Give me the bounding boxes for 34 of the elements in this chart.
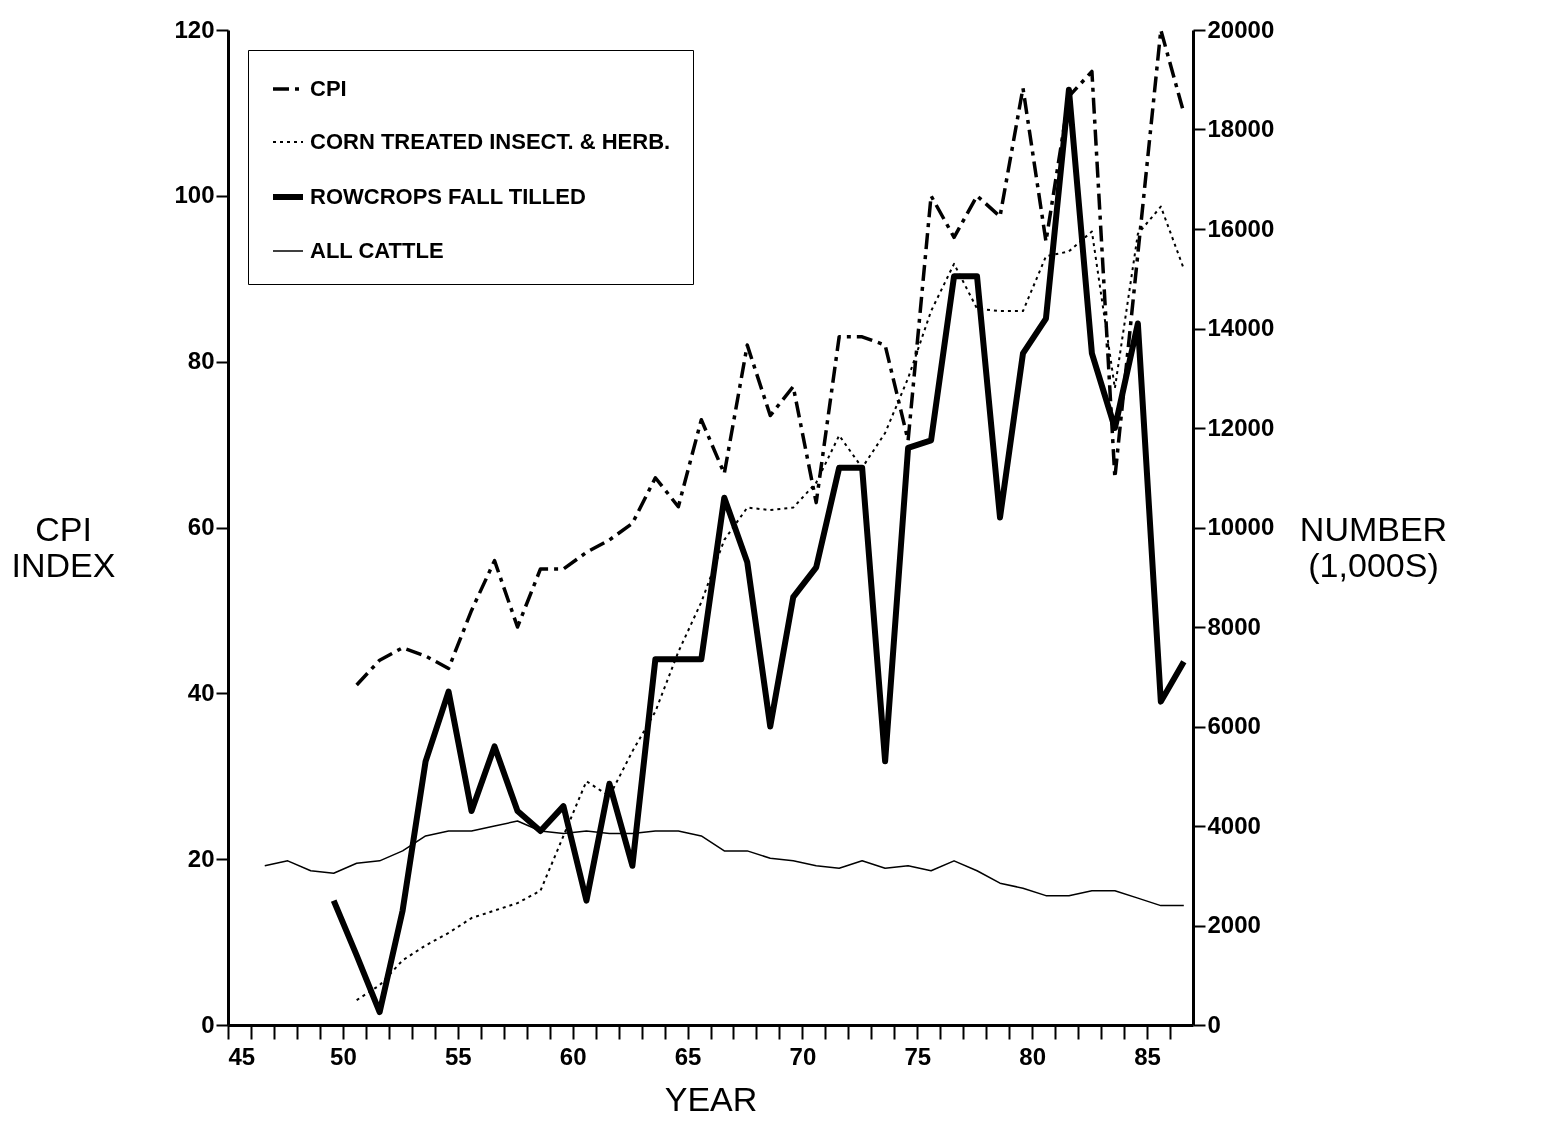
legend-label: ROWCROPS FALL TILLED (310, 184, 586, 209)
y-tick-label: 80 (187, 347, 215, 375)
y-tick-label: 60 (187, 513, 215, 540)
y2-tick-label: 18000 (1207, 115, 1275, 142)
x-tick-label: 50 (330, 1042, 357, 1070)
x-tick-label: 45 (228, 1042, 256, 1070)
x-tick-label: 70 (789, 1042, 817, 1070)
legend-label: ALL CATTLE (310, 238, 444, 263)
x-tick-label: 80 (1019, 1042, 1047, 1070)
x-tick-label: 55 (444, 1042, 472, 1070)
x-axis-title: YEAR (664, 1079, 758, 1118)
y-tick-label: 20 (187, 844, 215, 872)
y2-tick-label: 14000 (1207, 314, 1275, 341)
y2-tick-label: 10000 (1207, 513, 1275, 540)
legend-label: CPI (310, 76, 347, 101)
y-tick-label: 0 (201, 1010, 215, 1038)
y-tick-label: 120 (174, 15, 215, 43)
y2-tick-label: 20000 (1207, 15, 1275, 43)
y2-axis-title: NUMBER (1,000S) (1299, 509, 1448, 584)
y2-tick-label: 6000 (1207, 712, 1261, 739)
x-tick-label: 60 (559, 1042, 587, 1070)
y2-tick-label: 8000 (1207, 612, 1261, 640)
y2-tick-label: 0 (1207, 1010, 1221, 1038)
y2-tick-label: 4000 (1207, 811, 1261, 839)
y2-tick-label: 12000 (1207, 413, 1275, 441)
y2-tick-label: 2000 (1207, 911, 1261, 938)
legend-label: CORN TREATED INSECT. & HERB. (310, 129, 671, 154)
y2-tick-label: 16000 (1207, 214, 1275, 242)
y-axis-title: CPI INDEX (11, 509, 116, 584)
x-tick-label: 85 (1134, 1042, 1161, 1070)
x-tick-label: 65 (674, 1042, 702, 1070)
y-tick-label: 40 (187, 678, 215, 706)
y-tick-label: 100 (174, 181, 215, 209)
x-tick-label: 75 (904, 1042, 932, 1070)
